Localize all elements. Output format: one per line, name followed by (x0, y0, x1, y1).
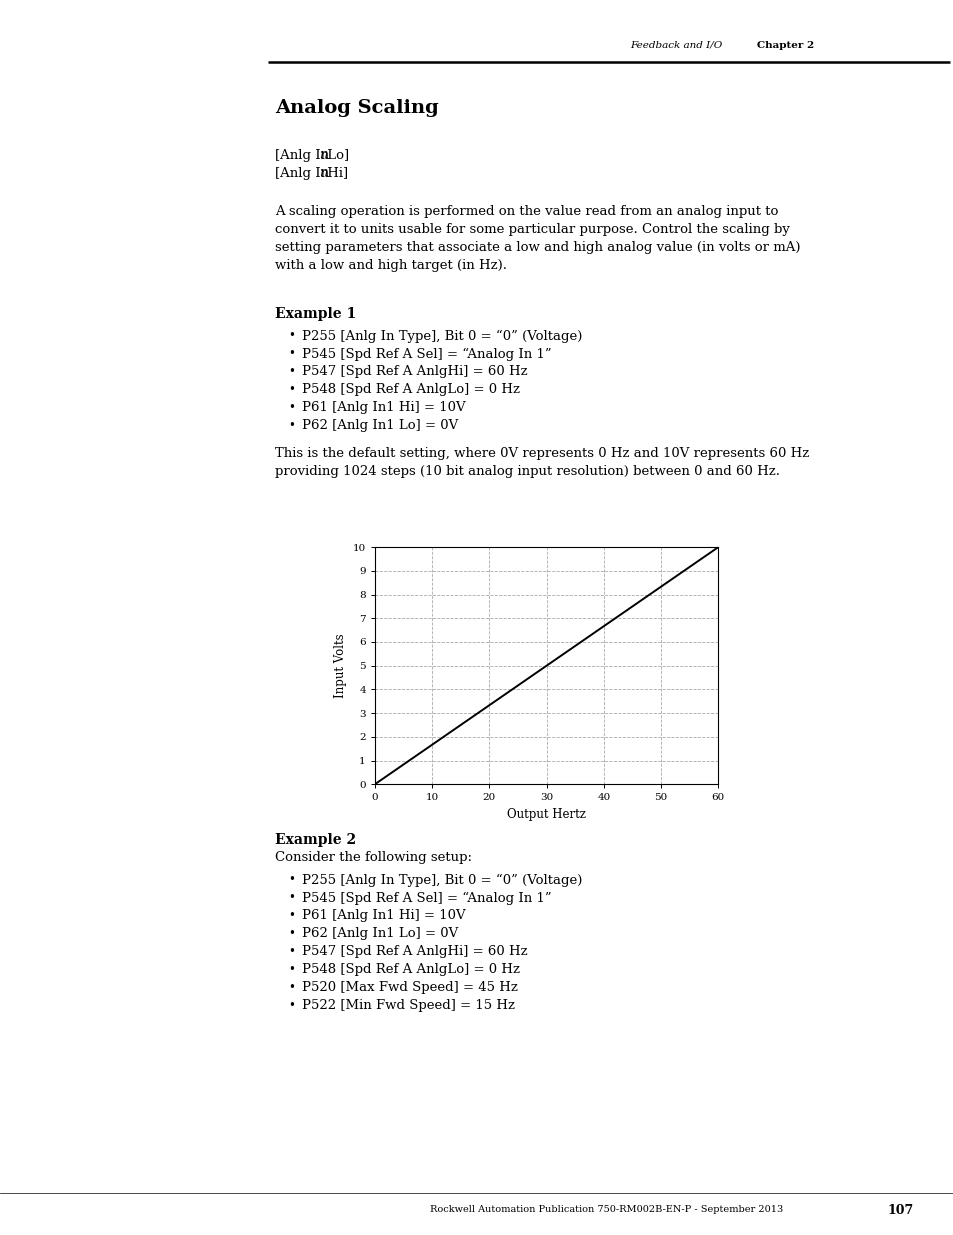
Text: Lo]: Lo] (323, 148, 349, 162)
Text: Example 1: Example 1 (274, 308, 355, 321)
Text: •: • (288, 999, 294, 1013)
Text: P61 [Anlg In1 Hi] = 10V: P61 [Anlg In1 Hi] = 10V (302, 401, 465, 415)
Text: P545 [Spd Ref A Sel] = “Analog In 1”: P545 [Spd Ref A Sel] = “Analog In 1” (302, 892, 551, 904)
Text: •: • (288, 384, 294, 396)
Text: [Anlg In: [Anlg In (274, 148, 329, 162)
Text: •: • (288, 401, 294, 415)
Text: •: • (288, 946, 294, 958)
Text: P547 [Spd Ref A AnlgHi] = 60 Hz: P547 [Spd Ref A AnlgHi] = 60 Hz (302, 366, 527, 378)
Text: P255 [Anlg In Type], Bit 0 = “0” (Voltage): P255 [Anlg In Type], Bit 0 = “0” (Voltag… (302, 330, 581, 342)
Text: convert it to units usable for some particular purpose. Control the scaling by: convert it to units usable for some part… (274, 222, 789, 236)
Text: n: n (318, 167, 327, 179)
Text: Consider the following setup:: Consider the following setup: (274, 851, 472, 864)
Text: P61 [Anlg In1 Hi] = 10V: P61 [Anlg In1 Hi] = 10V (302, 909, 465, 923)
Text: P547 [Spd Ref A AnlgHi] = 60 Hz: P547 [Spd Ref A AnlgHi] = 60 Hz (302, 946, 527, 958)
Text: 107: 107 (887, 1203, 913, 1216)
Text: •: • (288, 347, 294, 361)
Text: P548 [Spd Ref A AnlgLo] = 0 Hz: P548 [Spd Ref A AnlgLo] = 0 Hz (302, 963, 519, 977)
Text: •: • (288, 420, 294, 432)
Text: •: • (288, 982, 294, 994)
Text: Chapter 2: Chapter 2 (757, 41, 814, 49)
Text: setting parameters that associate a low and high analog value (in volts or mA): setting parameters that associate a low … (274, 241, 800, 253)
Text: n: n (318, 148, 327, 162)
Text: P520 [Max Fwd Speed] = 45 Hz: P520 [Max Fwd Speed] = 45 Hz (302, 982, 517, 994)
Text: •: • (288, 909, 294, 923)
Text: with a low and high target (in Hz).: with a low and high target (in Hz). (274, 258, 506, 272)
Text: Rockwell Automation Publication 750-RM002B-EN-P - September 2013: Rockwell Automation Publication 750-RM00… (430, 1205, 782, 1214)
Text: [Anlg In: [Anlg In (274, 167, 329, 179)
Text: •: • (288, 366, 294, 378)
Text: Example 2: Example 2 (274, 832, 355, 847)
Text: This is the default setting, where 0V represents 0 Hz and 10V represents 60 Hz: This is the default setting, where 0V re… (274, 447, 808, 459)
Text: Feedback and I/O: Feedback and I/O (629, 41, 721, 49)
Text: •: • (288, 963, 294, 977)
Text: Analog Scaling: Analog Scaling (274, 99, 438, 117)
Text: P62 [Anlg In1 Lo] = 0V: P62 [Anlg In1 Lo] = 0V (302, 927, 457, 941)
Text: P548 [Spd Ref A AnlgLo] = 0 Hz: P548 [Spd Ref A AnlgLo] = 0 Hz (302, 384, 519, 396)
Text: •: • (288, 927, 294, 941)
Text: •: • (288, 330, 294, 342)
Y-axis label: Input Volts: Input Volts (334, 634, 347, 698)
Text: providing 1024 steps (10 bit analog input resolution) between 0 and 60 Hz.: providing 1024 steps (10 bit analog inpu… (274, 464, 780, 478)
Text: P545 [Spd Ref A Sel] = “Analog In 1”: P545 [Spd Ref A Sel] = “Analog In 1” (302, 347, 551, 361)
Text: P522 [Min Fwd Speed] = 15 Hz: P522 [Min Fwd Speed] = 15 Hz (302, 999, 515, 1013)
Text: P62 [Anlg In1 Lo] = 0V: P62 [Anlg In1 Lo] = 0V (302, 420, 457, 432)
Text: •: • (288, 873, 294, 887)
Text: A scaling operation is performed on the value read from an analog input to: A scaling operation is performed on the … (274, 205, 778, 217)
X-axis label: Output Hertz: Output Hertz (507, 808, 585, 821)
Text: P255 [Anlg In Type], Bit 0 = “0” (Voltage): P255 [Anlg In Type], Bit 0 = “0” (Voltag… (302, 873, 581, 887)
Text: Hi]: Hi] (323, 167, 348, 179)
Text: •: • (288, 892, 294, 904)
